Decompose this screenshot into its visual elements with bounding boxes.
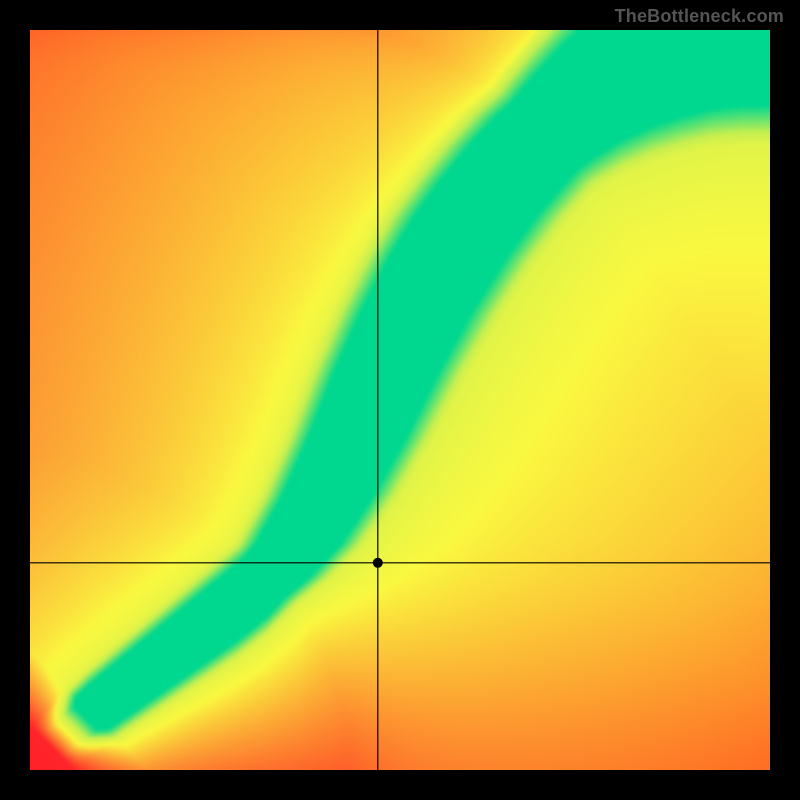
bottleneck-heatmap: [30, 30, 770, 770]
chart-container: TheBottleneck.com: [0, 0, 800, 800]
watermark-text: TheBottleneck.com: [615, 6, 784, 27]
